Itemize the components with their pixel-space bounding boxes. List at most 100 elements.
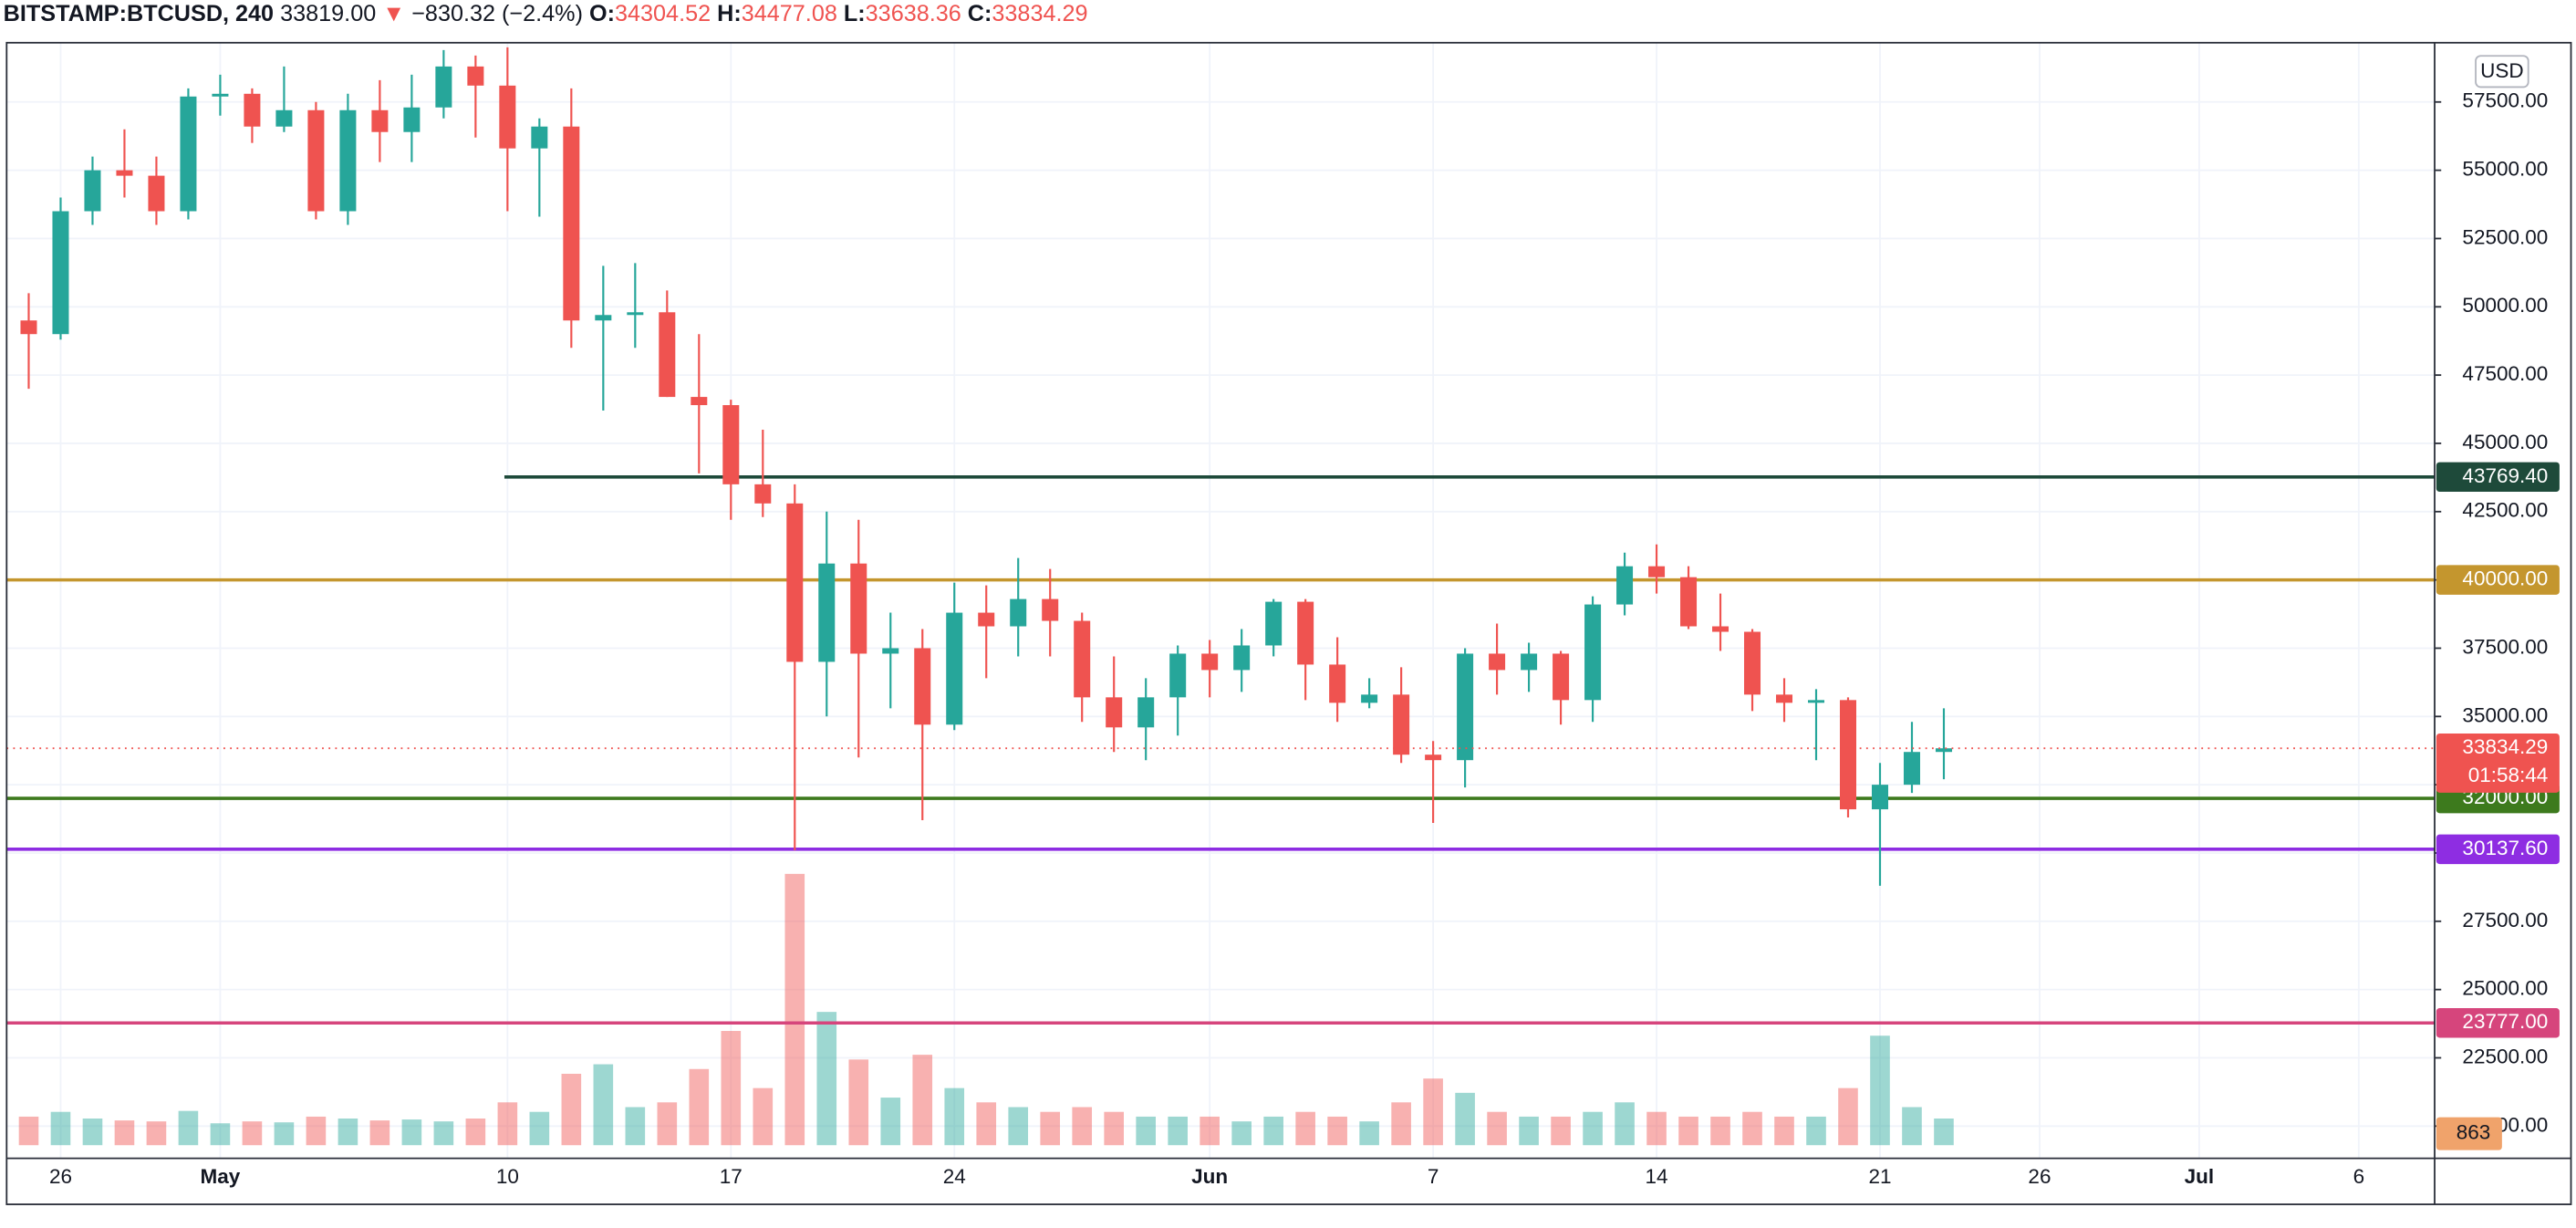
x-tick-label: 6: [2353, 1165, 2365, 1188]
volume-bar: [689, 1068, 710, 1146]
open-label: O:: [589, 1, 615, 26]
y-tick-label: 57500.00: [2462, 89, 2548, 112]
candle-body: [116, 170, 133, 176]
volume-bar: [529, 1111, 550, 1146]
volume-bar: [1519, 1116, 1539, 1146]
volume-bar: [401, 1119, 422, 1146]
volume-bar: [210, 1123, 231, 1146]
candle-body: [1329, 664, 1346, 703]
candle-body: [1903, 752, 1920, 786]
volume-bar: [1072, 1107, 1093, 1146]
candle-body: [1553, 653, 1570, 701]
candle-body: [1106, 697, 1123, 728]
volume-bar: [753, 1088, 774, 1146]
volume-bar: [1487, 1111, 1507, 1146]
candle-body: [1074, 620, 1091, 698]
volume-bar: [880, 1098, 901, 1146]
candle-body: [435, 66, 452, 108]
volume-label: 863: [2457, 1121, 2491, 1144]
candle-body: [403, 107, 421, 132]
candle-body: [1297, 601, 1314, 665]
volume-bar: [306, 1116, 327, 1146]
candle-body: [1169, 653, 1187, 698]
level-label-box: [2436, 834, 2560, 865]
volume-bar: [721, 1031, 742, 1146]
y-tick-label: 50000.00: [2462, 294, 2548, 317]
volume-bar: [433, 1121, 454, 1146]
volume-bar: [848, 1059, 869, 1146]
y-tick-label: 37500.00: [2462, 635, 2548, 658]
x-tick-label: May: [201, 1165, 241, 1188]
x-tick-label: 21: [1868, 1165, 1891, 1188]
volume-bar: [976, 1102, 997, 1146]
candle-body: [244, 93, 261, 127]
y-tick-label: 52500.00: [2462, 225, 2548, 248]
volume-bar: [1136, 1116, 1156, 1146]
candle-body: [1425, 754, 1442, 761]
candle-body: [52, 211, 69, 335]
level-label: 30137.60: [2462, 837, 2548, 859]
candle-body: [1584, 604, 1602, 701]
x-tick-label: 10: [496, 1165, 519, 1188]
candle-body: [563, 126, 580, 321]
candle-body: [1839, 700, 1857, 810]
volume-bar: [1678, 1116, 1698, 1146]
level-label: 23777.00: [2462, 1010, 2548, 1033]
candle-body: [275, 109, 293, 127]
volume-bar: [1359, 1121, 1379, 1146]
candle-body: [946, 612, 963, 725]
low-value: 33638.36: [866, 1, 961, 26]
volume-bar: [1231, 1121, 1252, 1146]
volume-bar: [1168, 1116, 1188, 1146]
candle-body: [1521, 653, 1538, 671]
volume-bar: [625, 1107, 646, 1146]
y-tick-label: 42500.00: [2462, 499, 2548, 522]
volume-bar: [1870, 1035, 1890, 1146]
level-label: 43769.40: [2462, 464, 2548, 487]
volume-bar: [912, 1055, 933, 1146]
candle-body: [882, 648, 899, 654]
x-tick-label: Jun: [1191, 1165, 1228, 1188]
close-value: 33834.29: [992, 1, 1087, 26]
y-tick-label: 22500.00: [2462, 1045, 2548, 1067]
volume-bar: [1391, 1102, 1411, 1146]
change: −830.32 (−2.4%): [411, 1, 583, 26]
candle-body: [914, 648, 931, 725]
x-tick-label: 26: [49, 1165, 72, 1188]
level-label: 40000.00: [2462, 567, 2548, 590]
y-tick-label: 47500.00: [2462, 362, 2548, 385]
low-label: L:: [844, 1, 866, 26]
x-tick-label: 14: [1646, 1165, 1668, 1188]
candle-body: [499, 85, 516, 149]
candle-body: [1137, 697, 1155, 728]
volume-bar: [1327, 1116, 1347, 1146]
volume-bar: [1008, 1107, 1029, 1146]
current-price-label: 33834.29: [2462, 735, 2548, 758]
volume-bar: [1551, 1116, 1571, 1146]
candle-body: [1648, 566, 1666, 578]
currency-box[interactable]: [2475, 55, 2529, 88]
symbol: BITSTAMP:BTCUSD, 240: [4, 1, 274, 26]
candle-body: [148, 175, 165, 212]
countdown: 01:58:44: [2468, 764, 2549, 786]
volume-bar: [1774, 1116, 1794, 1146]
candle-body: [1265, 601, 1283, 646]
candle-body: [467, 66, 484, 86]
x-tick-label: Jul: [2185, 1165, 2215, 1188]
candle-body: [1808, 700, 1825, 703]
candle-body: [1935, 748, 1952, 753]
volume-bar: [784, 873, 805, 1146]
level-label-box: [2436, 1008, 2560, 1038]
candle-body: [722, 405, 740, 484]
volume-label-box: [2436, 1117, 2502, 1150]
volume-bar: [816, 1012, 837, 1146]
volume-bar: [178, 1110, 199, 1146]
volume-bar: [1710, 1116, 1730, 1146]
volume-bar: [1902, 1107, 1922, 1146]
candle-body: [1010, 598, 1027, 627]
volume-bar: [944, 1088, 965, 1146]
candle-body: [339, 109, 357, 212]
volume-bar: [497, 1102, 518, 1146]
candle-body: [818, 563, 836, 662]
candle-body: [1489, 653, 1506, 671]
